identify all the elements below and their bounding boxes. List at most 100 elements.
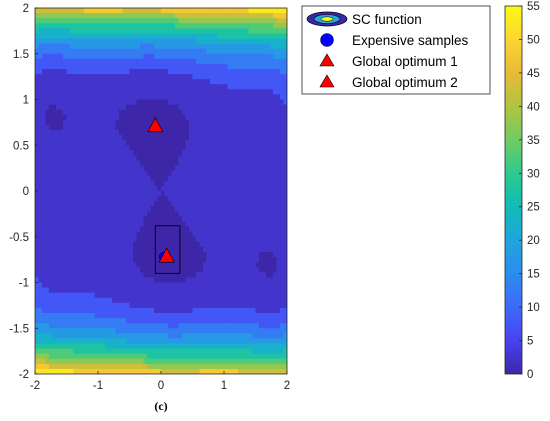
contour-cell [77,140,82,146]
contour-cell [206,140,211,146]
contour-cell [199,343,204,350]
contour-cell [213,262,218,268]
contour-cell [252,221,257,228]
contour-cell [210,231,215,238]
contour-cell [273,23,278,29]
contour-cell [283,23,287,29]
contour-cell [35,119,40,126]
contour-cell [255,150,260,157]
contour-cell [87,58,92,65]
contour-cell [136,353,141,360]
contour-cell [192,145,197,151]
contour-cell [133,124,138,131]
contour-cell [192,28,197,35]
contour-cell [115,150,120,157]
contour-cell [101,297,106,304]
contour-cell [133,323,138,329]
contour-cell [182,155,187,162]
contour-cell [238,191,243,197]
contour-cell [77,231,82,238]
contour-cell [217,79,222,85]
contour-cell [56,79,61,85]
contour-cell [147,23,152,29]
contour-cell [178,170,183,177]
contour-cell [73,287,78,294]
contour-cell [87,191,92,197]
contour-cell [84,252,89,258]
contour-cell [133,333,138,340]
contour-cell [70,140,75,146]
contour-cell [115,323,120,329]
contour-cell [84,104,89,111]
contour-cell [266,216,271,223]
contour-cell [238,140,243,146]
contour-cell [147,252,152,258]
contour-cell [210,246,215,253]
contour-cell [185,150,190,157]
contour-cell [56,89,61,96]
contour-cell [234,211,239,218]
contour-cell [56,201,61,207]
contour-cell [245,109,250,116]
contour-cell [273,145,278,151]
contour-cell [185,216,190,223]
contour-cell [217,43,222,50]
contour-cell [136,18,141,24]
contour-cell [49,119,54,126]
contour-cell [119,53,124,60]
contour-cell [164,69,169,75]
contour-cell [269,155,274,162]
contour-cell [168,79,173,85]
contour-cell [143,63,148,70]
contour-cell [210,216,215,223]
contour-cell [199,84,204,90]
contour-cell [150,252,155,258]
contour-cell [280,94,285,101]
contour-cell [49,272,54,279]
contour-cell [45,211,50,218]
contour-cell [164,150,169,157]
contour-cell [98,328,103,334]
contour-cell [98,358,103,365]
contour-cell [273,28,278,35]
contour-cell [129,231,134,238]
contour-cell [73,333,78,340]
contour-cell [122,165,127,172]
contour-cell [224,231,229,238]
contour-cell [210,191,215,197]
contour-cell [234,140,239,146]
contour-cell [210,282,215,289]
contour-cell [108,231,113,238]
contour-cell [245,170,250,177]
contour-cell [164,323,169,329]
contour-cell [227,313,232,319]
contour-cell [52,358,57,365]
contour-cell [241,348,246,355]
contour-cell [175,165,180,172]
contour-cell [52,206,57,212]
contour-cell [203,94,208,101]
contour-cell [171,307,176,314]
contour-cell [157,109,162,116]
contour-cell [136,191,141,197]
contour-cell [52,18,57,24]
contour-cell [101,211,106,218]
contour-cell [122,13,127,19]
contour-cell [38,262,43,268]
contour-cell [266,74,271,80]
contour-cell [196,150,201,157]
contour-cell [112,18,117,24]
contour-cell [276,74,281,80]
contour-cell [238,63,243,70]
contour-cell [133,109,138,116]
contour-cell [224,267,229,273]
contour-cell [210,130,215,136]
contour-cell [98,191,103,197]
contour-cell [252,216,257,223]
contour-cell [136,79,141,85]
contour-cell [185,236,190,243]
contour-cell [91,155,96,162]
contour-cell [105,287,110,294]
contour-cell [119,155,124,162]
contour-cell [252,8,257,14]
